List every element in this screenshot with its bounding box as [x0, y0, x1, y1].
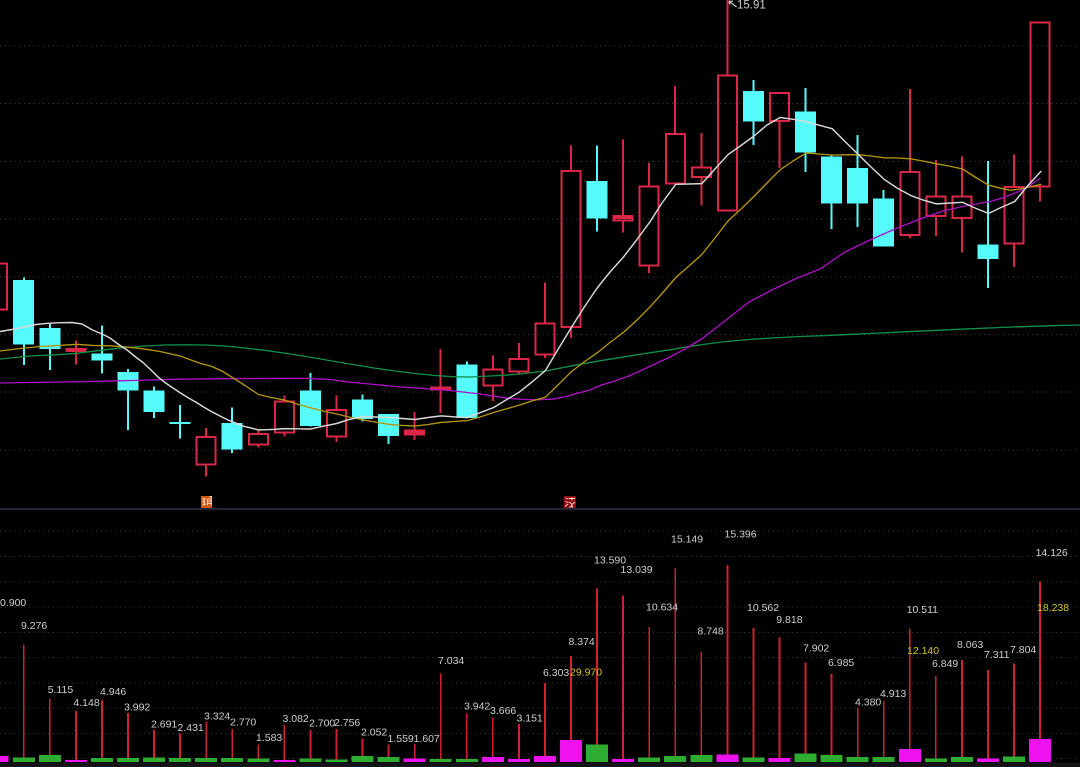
svg-text:10.562: 10.562: [747, 602, 779, 614]
svg-text:13.590: 13.590: [594, 555, 626, 567]
svg-text:2.052: 2.052: [361, 727, 387, 739]
svg-text:4.380: 4.380: [855, 697, 881, 709]
svg-text:1.607: 1.607: [414, 733, 440, 745]
svg-text:13.039: 13.039: [621, 564, 653, 576]
svg-text:1.583: 1.583: [256, 732, 282, 744]
svg-text:9.818: 9.818: [776, 614, 802, 626]
svg-text:6.985: 6.985: [828, 657, 854, 669]
svg-text:7.804: 7.804: [1010, 644, 1036, 656]
svg-text:29.970: 29.970: [570, 667, 602, 679]
svg-text:12.140: 12.140: [907, 645, 939, 657]
svg-text:2.770: 2.770: [230, 717, 256, 729]
svg-text:7.034: 7.034: [438, 655, 464, 667]
svg-text:4.946: 4.946: [100, 686, 126, 698]
svg-text:2.756: 2.756: [334, 717, 360, 729]
svg-text:4.913: 4.913: [880, 688, 906, 700]
svg-text:7.311: 7.311: [984, 649, 1010, 661]
svg-text:8.748: 8.748: [698, 626, 724, 638]
svg-text:6.303: 6.303: [543, 667, 569, 679]
svg-text:3.324: 3.324: [204, 711, 230, 723]
svg-text:2.431: 2.431: [178, 722, 204, 734]
svg-text:9.276: 9.276: [21, 620, 47, 632]
svg-text:3.992: 3.992: [124, 702, 150, 714]
svg-text:1.559: 1.559: [388, 733, 414, 745]
svg-text:3.942: 3.942: [464, 701, 490, 713]
svg-text:7.902: 7.902: [803, 643, 829, 655]
svg-text:0.900: 0.900: [0, 597, 26, 609]
svg-text:15.91: 15.91: [737, 0, 766, 12]
svg-text:2.700: 2.700: [309, 718, 335, 730]
svg-text:4.148: 4.148: [73, 697, 99, 709]
svg-text:8.063: 8.063: [957, 639, 983, 651]
svg-text:3.151: 3.151: [517, 713, 543, 725]
svg-text:10.511: 10.511: [907, 604, 938, 616]
svg-text:3.082: 3.082: [283, 713, 309, 725]
svg-text:3.666: 3.666: [490, 705, 516, 717]
svg-text:10.634: 10.634: [646, 602, 678, 614]
svg-text:6.849: 6.849: [932, 658, 958, 670]
svg-text:18.238: 18.238: [1037, 602, 1069, 614]
svg-text:14.126: 14.126: [1036, 547, 1068, 559]
svg-text:15.396: 15.396: [725, 529, 757, 541]
svg-text:2.691: 2.691: [151, 719, 177, 731]
svg-text:5.115: 5.115: [48, 684, 74, 696]
svg-text:8.374: 8.374: [569, 636, 595, 648]
svg-text:15.149: 15.149: [671, 534, 703, 546]
